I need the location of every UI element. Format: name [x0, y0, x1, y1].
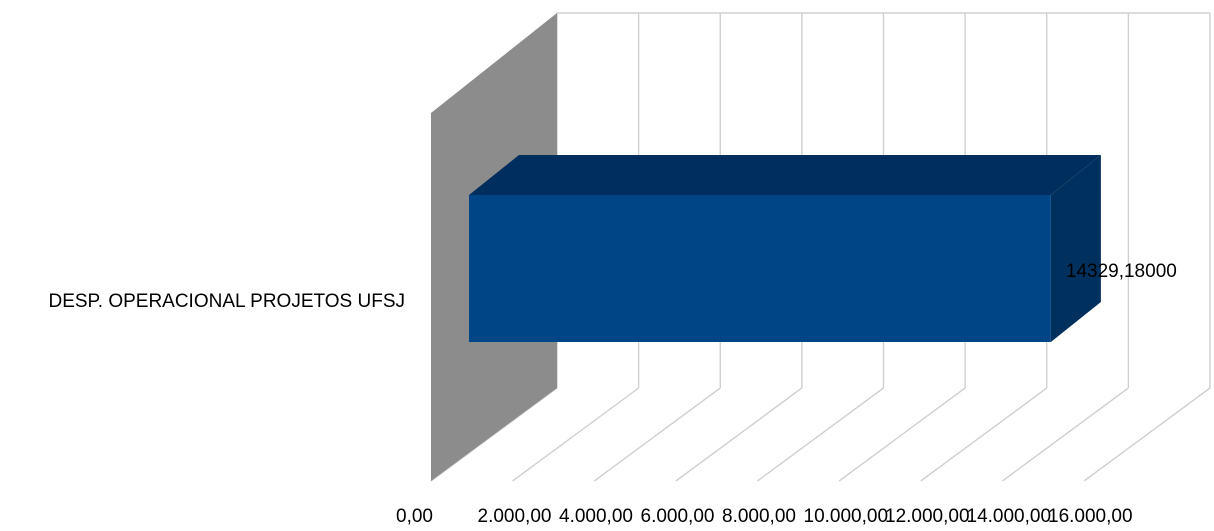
x-tick-label: 0,00: [396, 506, 433, 527]
gridline-floor: [675, 387, 803, 482]
x-tick-label: 12.000,00: [885, 506, 970, 527]
gridline-floor: [920, 387, 1048, 482]
bars: [469, 155, 1101, 342]
gridline-floor: [593, 387, 721, 482]
bar-top-face: [469, 155, 1101, 195]
category-label: DESP. OPERACIONAL PROJETOS UFSJ: [48, 291, 405, 312]
x-tick-label: 10.000,00: [804, 506, 889, 527]
gridline-floor: [1001, 387, 1129, 482]
x-tick-label: 4.000,00: [559, 506, 633, 527]
x-tick-label: 8.000,00: [722, 506, 796, 527]
x-tick-label: 16.000,00: [1048, 506, 1133, 527]
gridline-floor: [757, 387, 884, 482]
bar: [469, 195, 1051, 342]
x-tick-label: 14.000,00: [967, 506, 1052, 527]
bar-side-face: [1050, 155, 1101, 342]
gridline-floor: [1083, 387, 1211, 482]
gridline-floor: [512, 387, 640, 482]
labels: 14329,18000 DESP. OPERACIONAL PROJETOS UF…: [48, 261, 1176, 527]
gridline-floor: [838, 387, 966, 482]
data-label: 14329,18000: [1066, 261, 1177, 282]
x-tick-label: 6.000,00: [641, 506, 715, 527]
x-tick-label: 2.000,00: [478, 506, 552, 527]
